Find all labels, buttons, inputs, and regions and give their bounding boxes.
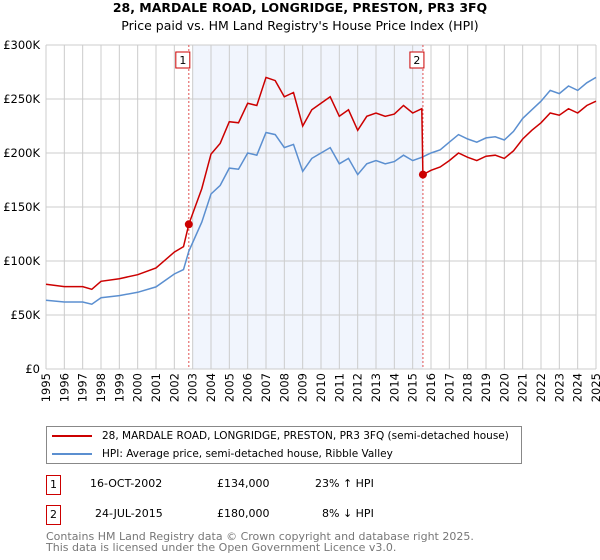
x-tick-label: 2003 <box>186 373 200 402</box>
hpi-diff: 8% ↓ HPI <box>322 507 374 520</box>
sale-price: £134,000 <box>217 477 270 490</box>
x-tick-label: 1995 <box>39 373 53 402</box>
sale-marker-label: 2 <box>413 54 420 67</box>
x-tick-label: 2017 <box>442 373 456 402</box>
sale-marker-box <box>175 51 191 69</box>
x-tick-label: 2023 <box>552 373 566 402</box>
sale-marker-box <box>409 51 425 69</box>
x-tick-label: 1996 <box>57 373 71 402</box>
x-tick-label: 2008 <box>277 373 291 402</box>
x-tick-label: 2001 <box>149 373 163 402</box>
blue-line-swatch <box>52 453 92 455</box>
y-tick-label: £200K <box>3 146 40 160</box>
red-line-swatch <box>52 435 92 437</box>
x-tick-label: 2019 <box>479 373 493 402</box>
x-tick-label: 2018 <box>461 373 475 402</box>
x-tick-label: 2016 <box>424 373 438 402</box>
legend: 28, MARDALE ROAD, LONGRIDGE, PRESTON, PR… <box>46 426 522 464</box>
hpi-line <box>45 76 597 306</box>
chart-subtitle: Price paid vs. HM Land Registry's House … <box>121 18 479 33</box>
y-tick-label: £0 <box>25 362 40 376</box>
x-tick-label: 2002 <box>167 373 181 402</box>
hpi-diff: 23% ↑ HPI <box>315 477 374 490</box>
x-tick-label: 2004 <box>204 373 218 402</box>
y-tick-label: £50K <box>11 308 41 322</box>
sale-date: 24-JUL-2015 <box>95 507 163 520</box>
x-tick-label: 2000 <box>131 373 145 402</box>
x-tick-label: 2012 <box>351 373 365 402</box>
sale-date: 16-OCT-2002 <box>90 477 163 490</box>
x-tick-label: 2015 <box>406 373 420 402</box>
chart-title: 28, MARDALE ROAD, LONGRIDGE, PRESTON, PR… <box>112 0 488 15</box>
footer-copyright: Contains HM Land Registry data © Crown c… <box>46 530 474 543</box>
y-tick-label: £100K <box>3 254 40 268</box>
x-tick-label: 2022 <box>534 373 548 402</box>
x-tick-label: 2007 <box>259 373 273 402</box>
y-tick-label: £250K <box>3 92 40 106</box>
x-tick-label: 1997 <box>76 373 90 402</box>
legend-label: HPI: Average price, semi-detached house,… <box>102 448 393 460</box>
sale-price: £180,000 <box>217 507 270 520</box>
y-tick-label: £150K <box>3 200 40 214</box>
price-chart: 1995 1996 1997 1998 1999 2000 2001 2002 2003 2004… <box>3 38 600 402</box>
x-tick-label: 1999 <box>112 373 126 402</box>
y-tick-label: £300K <box>3 38 40 52</box>
legend-item-hpi: HPI: Average price, semi-detached house,… <box>47 445 393 463</box>
x-tick-label: 2021 <box>516 373 530 402</box>
price-paid-line <box>45 76 597 291</box>
x-tick-label: 2006 <box>241 373 255 402</box>
sale-marker-label: 1 <box>179 54 186 67</box>
footer-licence: This data is licensed under the Open Gov… <box>46 541 397 554</box>
x-tick-label: 1998 <box>94 373 108 402</box>
x-tick-label: 2014 <box>387 373 401 402</box>
x-tick-label: 2011 <box>332 373 346 402</box>
legend-item-property: 28, MARDALE ROAD, LONGRIDGE, PRESTON, PR… <box>47 427 509 445</box>
legend-label: 28, MARDALE ROAD, LONGRIDGE, PRESTON, PR… <box>102 430 509 442</box>
sale-point <box>184 220 193 229</box>
sale-point <box>418 170 427 179</box>
x-tick-label: 2013 <box>369 373 383 402</box>
x-tick-label: 2005 <box>222 373 236 402</box>
x-tick-label: 2025 <box>589 373 600 402</box>
x-tick-label: 2009 <box>296 373 310 402</box>
x-tick-label: 2020 <box>497 373 511 402</box>
marker-badge: 1 <box>46 475 61 495</box>
marker-badge: 2 <box>46 505 61 525</box>
x-tick-label: 2010 <box>314 373 328 402</box>
x-tick-label: 2024 <box>571 373 585 402</box>
